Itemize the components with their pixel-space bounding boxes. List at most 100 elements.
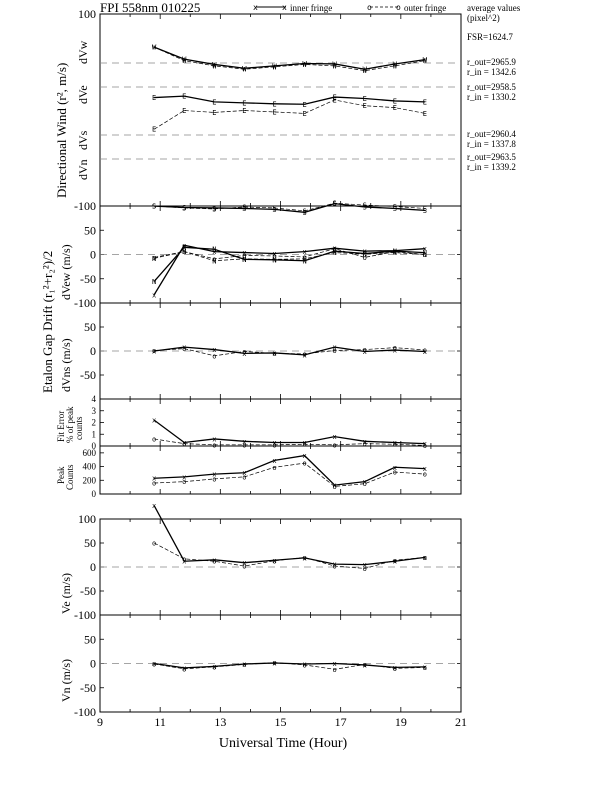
marker-inner: x <box>272 439 276 447</box>
marker-inner-E: E <box>212 98 216 106</box>
marker-inner: x <box>272 250 276 258</box>
marker-inner: x <box>152 660 156 668</box>
legend-outer-marker-left: o <box>367 3 372 12</box>
marker-inner: x <box>182 558 186 566</box>
marker-inner: x <box>242 660 246 668</box>
marker-inner: x <box>423 554 427 562</box>
marker-outer: o <box>182 665 186 673</box>
ytick-label: 600 <box>83 448 97 458</box>
marker-inner: x <box>212 248 216 256</box>
series-outer-E <box>153 99 425 130</box>
p1-dvs-label: dVs <box>76 130 90 150</box>
marker-outer-E: E <box>272 108 276 116</box>
marker-inner: x <box>242 438 246 446</box>
marker-outer: o <box>182 440 186 448</box>
marker-outer: o <box>272 350 276 358</box>
marker-inner-N: N <box>212 246 216 254</box>
s-rin: r_in = 1337.8 <box>467 139 516 149</box>
marker-inner-N: N <box>182 244 186 252</box>
marker-outer: o <box>272 557 276 565</box>
marker-outer: o <box>393 557 397 565</box>
marker-inner-W: W <box>333 60 338 68</box>
marker-outer: o <box>302 441 306 449</box>
marker-inner-S: S <box>423 207 427 215</box>
marker-outer-W: W <box>242 66 247 74</box>
series-outer <box>154 347 425 357</box>
p4-ylabel3: counts <box>74 416 84 440</box>
marker-inner-S: S <box>302 209 306 217</box>
series-inner-W <box>153 46 425 70</box>
ytick-label: 0 <box>90 560 96 574</box>
n-rin: r_in = 1339.2 <box>467 162 516 172</box>
marker-outer-E: E <box>302 110 306 118</box>
marker-inner: x <box>423 440 427 448</box>
marker-inner-N: N <box>363 250 367 258</box>
marker-outer-W: W <box>363 67 368 75</box>
ytick-label: -50 <box>80 272 96 286</box>
marker-outer: o <box>212 663 216 671</box>
marker-inner: x <box>302 439 306 447</box>
marker-inner: x <box>302 452 306 460</box>
marker-outer: o <box>182 345 186 353</box>
ytick-label: 0 <box>90 657 96 671</box>
marker-outer: o <box>272 464 276 472</box>
marker-inner-E: E <box>272 100 276 108</box>
w-rin: r_in = 1342.6 <box>467 67 516 77</box>
marker-outer: o <box>333 483 337 491</box>
marker-outer: o <box>333 245 337 253</box>
avg-values-line2: (pixel^2) <box>467 13 500 23</box>
legend-inner-marker-right: x <box>282 3 287 12</box>
marker-outer: o <box>363 661 367 669</box>
p2-ylabel: dVew (m/s) <box>59 244 73 300</box>
ytick-label: -50 <box>80 584 96 598</box>
marker-inner-W: W <box>152 44 157 52</box>
marker-inner-W: W <box>242 65 247 73</box>
marker-inner-E: E <box>333 94 337 102</box>
p3-ylabel: dVns (m/s) <box>59 338 73 392</box>
marker-outer: o <box>242 563 246 571</box>
marker-outer-S: S <box>333 200 337 208</box>
marker-inner: x <box>333 344 337 352</box>
marker-outer-W: W <box>393 62 398 70</box>
marker-inner: x <box>182 242 186 250</box>
marker-inner: x <box>393 347 397 355</box>
marker-inner-S: S <box>272 206 276 214</box>
marker-outer-E: E <box>242 107 246 115</box>
marker-inner-S: S <box>333 200 337 208</box>
marker-outer: o <box>333 441 337 449</box>
marker-inner: x <box>152 502 156 510</box>
marker-outer: o <box>182 555 186 563</box>
marker-inner-W: W <box>423 56 428 64</box>
marker-outer-W: W <box>302 61 307 69</box>
s-rout: r_out=2960.4 <box>467 129 516 139</box>
marker-outer-W: W <box>423 57 428 65</box>
series-outer <box>154 662 425 670</box>
ytick-label: 100 <box>78 512 96 526</box>
series-outer-N <box>154 251 425 262</box>
marker-outer: o <box>152 660 156 668</box>
marker-outer: o <box>242 661 246 669</box>
ytick-label: 2 <box>92 418 97 428</box>
series-outer-S <box>154 202 425 212</box>
marker-outer: o <box>393 248 397 256</box>
marker-inner: x <box>212 663 216 671</box>
marker-outer: o <box>393 665 397 673</box>
marker-inner-E: E <box>242 99 246 107</box>
marker-outer: o <box>423 471 427 479</box>
marker-inner: x <box>182 664 186 672</box>
series-inner <box>154 662 425 669</box>
marker-inner: x <box>302 248 306 256</box>
avg-values-line1: average values <box>467 3 521 13</box>
series-outer-W <box>154 46 425 72</box>
xtick-label: 15 <box>275 715 287 729</box>
marker-inner-W: W <box>302 60 307 68</box>
marker-outer: o <box>302 253 306 261</box>
marker-inner-W: W <box>363 66 368 74</box>
ytick-label: 3 <box>92 406 97 416</box>
marker-outer: o <box>423 554 427 562</box>
marker-inner: x <box>272 660 276 668</box>
marker-outer-S: S <box>152 203 156 211</box>
marker-inner: x <box>363 248 367 256</box>
marker-outer: o <box>333 347 337 355</box>
